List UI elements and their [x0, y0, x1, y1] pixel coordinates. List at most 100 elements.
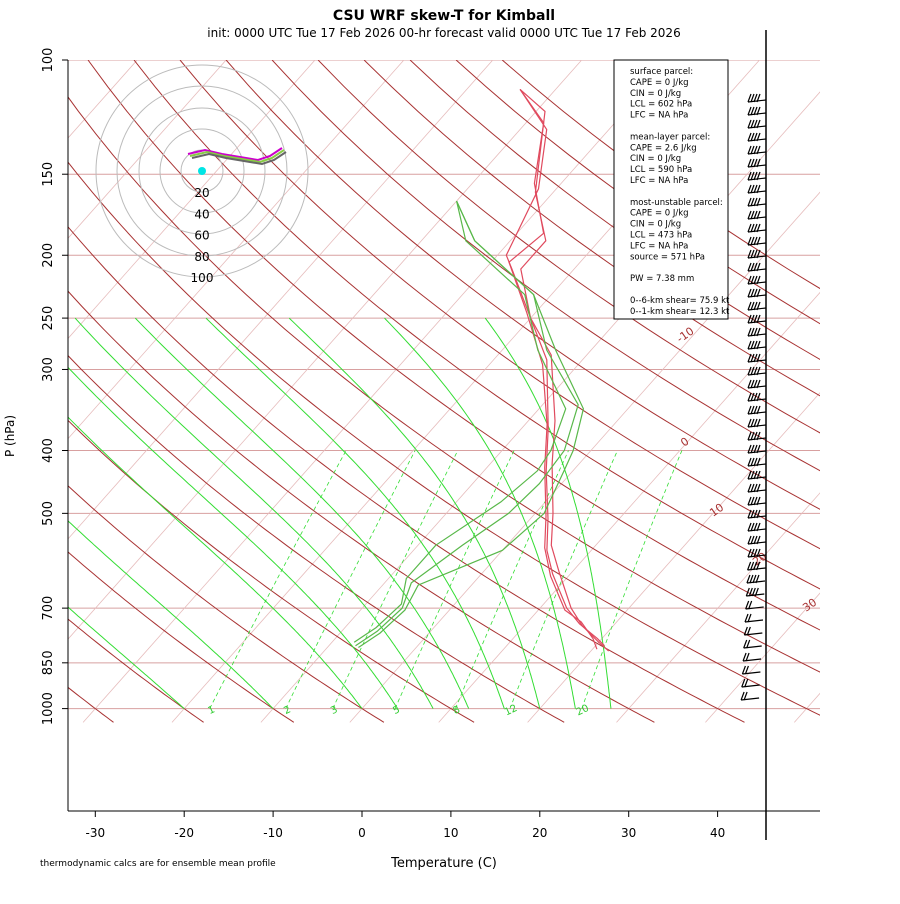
mixing-ratio-label: 12 — [503, 703, 519, 718]
barb-flag — [747, 405, 752, 415]
barb-flag — [756, 223, 761, 233]
barb-flag — [756, 210, 761, 220]
hodograph-ring-label: 60 — [194, 229, 209, 243]
moist-adiabat — [68, 416, 363, 709]
barb-flag — [753, 405, 758, 415]
dry-adiabat — [68, 226, 745, 723]
y-tick-label: 300 — [41, 357, 56, 382]
barb-flag — [755, 574, 760, 584]
isotherm-line — [616, 492, 820, 723]
barb-flag — [753, 496, 758, 506]
moist-adiabat — [68, 366, 399, 709]
y-tick-label: 400 — [41, 438, 56, 463]
wind-barb — [747, 119, 767, 129]
barb-flag — [747, 535, 752, 545]
barb-flag — [750, 132, 755, 142]
stats-line: CIN = 0 J/kg — [630, 220, 681, 230]
wind-barb — [745, 587, 765, 597]
dry-adiabat-label: 0 — [678, 435, 691, 450]
isotherm-line — [438, 291, 820, 723]
wind-barb — [743, 639, 762, 649]
barb-flag — [750, 106, 755, 116]
barb-flag — [756, 197, 761, 207]
stats-line: mean-layer parcel: — [630, 132, 710, 142]
barb-flag — [750, 379, 755, 389]
barb-flag — [747, 561, 752, 571]
barb-flag — [747, 418, 752, 428]
wind-barb — [747, 509, 767, 519]
wind-barb — [747, 327, 767, 337]
moist-adiabat — [288, 317, 541, 709]
barb-flag — [753, 171, 758, 181]
stats-line: CAPE = 2.6 J/kg — [630, 143, 697, 153]
wind-barb — [746, 574, 766, 584]
barb-flag — [747, 301, 752, 311]
dry-adiabat — [68, 419, 475, 723]
y-tick-label: 500 — [41, 501, 56, 526]
barb-flag — [756, 470, 761, 480]
barb-flag — [756, 535, 761, 545]
barb-flag — [740, 691, 745, 701]
wind-barb — [744, 613, 764, 623]
barb-flag — [747, 340, 752, 350]
wind-barb — [747, 470, 767, 480]
barb-flag — [751, 587, 756, 597]
stats-frame — [613, 59, 729, 320]
barb-flag — [750, 197, 755, 207]
barb-flag — [753, 93, 758, 103]
barb-flag — [753, 418, 758, 428]
dry-adiabat-label: 50 — [820, 770, 839, 789]
wind-barb — [747, 379, 767, 389]
barb-flag — [756, 249, 761, 259]
barb-flag — [750, 353, 755, 363]
x-tick-label: 20 — [532, 826, 547, 840]
dry-adiabat-label: 40 — [820, 672, 839, 691]
barb-flag — [753, 340, 758, 350]
barb-flag — [750, 431, 755, 441]
barb-flag — [756, 171, 761, 181]
dewpoint-profile — [358, 200, 585, 648]
barb-flag — [747, 158, 752, 168]
barb-flag — [756, 145, 761, 155]
wind-barb — [747, 392, 767, 402]
barb-flag — [753, 236, 758, 246]
wind-barb — [747, 145, 767, 155]
hodograph-trace — [189, 149, 285, 164]
barb-flag — [753, 548, 758, 558]
hodograph-trace — [191, 151, 287, 166]
stats-line: LCL = 473 hPa — [630, 231, 692, 241]
barb-flag — [747, 431, 752, 441]
stats-line: CAPE = 0 J/kg — [630, 209, 689, 219]
barb-flag — [756, 548, 761, 558]
isotherm-line — [82, 60, 671, 723]
dry-adiabat — [68, 290, 655, 723]
wind-barb — [747, 93, 767, 103]
barb-flag — [756, 119, 761, 129]
barb-flag — [756, 301, 761, 311]
barb-flag — [756, 158, 761, 168]
x-tick-label: -10 — [263, 826, 283, 840]
wind-barb — [747, 197, 767, 207]
barb-flag — [747, 119, 752, 129]
x-tick-label: 30 — [621, 826, 636, 840]
wind-barb — [747, 301, 767, 311]
barb-flag — [750, 509, 755, 519]
wind-barb — [747, 561, 766, 571]
barb-flag — [756, 444, 761, 454]
barb-flag — [750, 262, 755, 272]
moist-adiabat — [68, 606, 185, 709]
isotherm-line — [68, 60, 494, 540]
barb-flag — [756, 561, 761, 571]
hodograph-ring — [95, 64, 309, 278]
barb-flag — [750, 288, 755, 298]
x-tick-label: -20 — [174, 826, 194, 840]
x-axis-label: Temperature (C) — [390, 856, 497, 871]
dry-adiabat — [179, 60, 820, 550]
mixing-ratio-label: 1 — [206, 704, 216, 717]
dry-adiabat — [317, 60, 820, 434]
barb-flag — [747, 496, 752, 506]
barb-flag — [750, 93, 755, 103]
x-tick-label: 0 — [358, 826, 366, 840]
barb-flag — [747, 106, 752, 116]
